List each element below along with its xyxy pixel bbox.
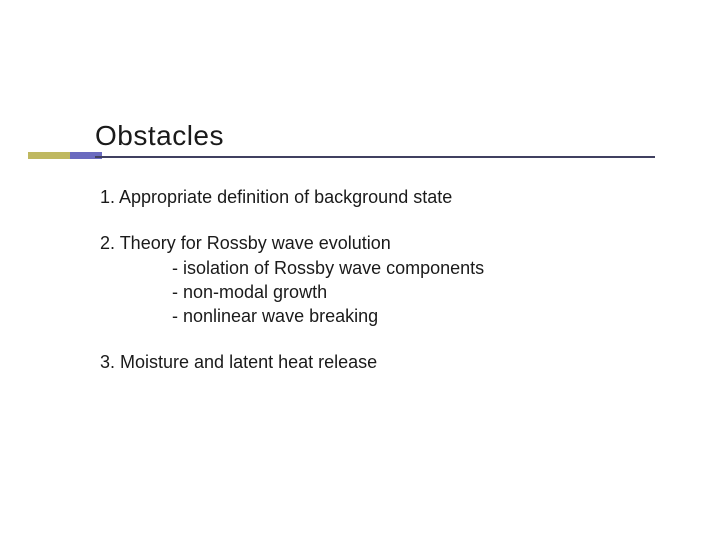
title-block: Obstacles: [95, 120, 660, 158]
slide-body: 1. Appropriate definition of background …: [100, 185, 660, 397]
item-text: 2. Theory for Rossby wave evolution: [100, 233, 391, 253]
list-item: 3. Moisture and latent heat release: [100, 350, 660, 374]
subitem-text: - nonlinear wave breaking: [172, 304, 660, 328]
slide: Obstacles 1. Appropriate definition of b…: [0, 0, 720, 540]
subitems: - isolation of Rossby wave components - …: [172, 256, 660, 329]
item-text: 1. Appropriate definition of background …: [100, 187, 452, 207]
list-item: 2. Theory for Rossby wave evolution - is…: [100, 231, 660, 328]
subitem-text: - isolation of Rossby wave components: [172, 256, 660, 280]
slide-title: Obstacles: [95, 120, 660, 152]
list-item: 1. Appropriate definition of background …: [100, 185, 660, 209]
accent-bar: [28, 152, 102, 159]
item-text: 3. Moisture and latent heat release: [100, 352, 377, 372]
title-underline: [95, 156, 655, 158]
accent-bar-left: [28, 152, 70, 159]
subitem-text: - non-modal growth: [172, 280, 660, 304]
